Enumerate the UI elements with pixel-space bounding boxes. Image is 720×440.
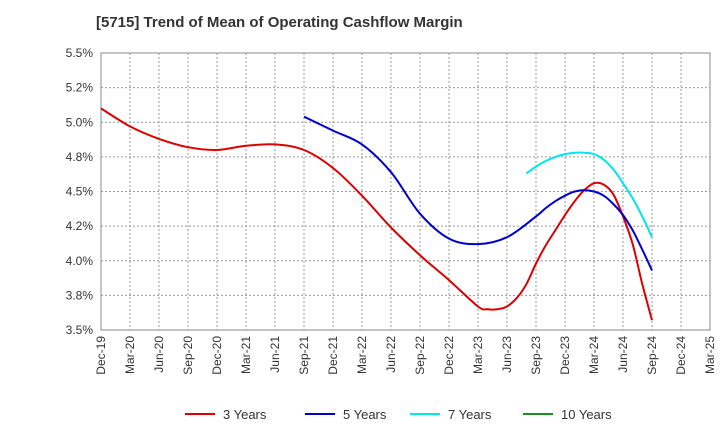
legend-label-7-years: 7 Years <box>448 407 492 422</box>
plot-frame <box>100 52 711 331</box>
legend-label-3-years: 3 Years <box>223 407 267 422</box>
x-tick-label: Mar-24 <box>587 336 601 374</box>
x-tick-label: Dec-22 <box>442 336 456 375</box>
x-tick-label: Jun-22 <box>384 336 398 373</box>
x-tick-label: Dec-23 <box>558 336 572 375</box>
y-tick-label: 4.8% <box>66 150 94 164</box>
legend-label-5-years: 5 Years <box>343 407 387 422</box>
series-line-3-years <box>100 107 653 321</box>
legend-label-10-years: 10 Years <box>561 407 612 422</box>
x-tick-label: Sep-23 <box>529 336 543 375</box>
y-tick-label: 5.2% <box>66 81 94 95</box>
x-tick-label: Sep-21 <box>297 336 311 375</box>
x-tick-label: Dec-19 <box>94 336 108 375</box>
y-tick-label: 3.8% <box>66 288 94 302</box>
series-line-7-years <box>525 151 653 238</box>
x-tick-label: Dec-24 <box>674 336 688 375</box>
y-tick-label: 5.5% <box>66 46 94 60</box>
y-tick-label: 3.5% <box>66 323 94 337</box>
x-axis: Dec-19 Mar-20 Jun-20 Sep-20 Dec-20 Mar-21 Jun-… <box>94 336 717 375</box>
series-line-5-years <box>303 115 653 271</box>
chart-title: [5715] Trend of Mean of Operating Cashfl… <box>96 14 463 31</box>
x-tick-label: Mar-25 <box>703 336 717 374</box>
x-tick-label: Mar-20 <box>123 336 137 374</box>
x-tick-label: Jun-21 <box>268 336 282 373</box>
y-tick-label: 4.0% <box>66 254 94 268</box>
x-tick-label: Sep-20 <box>181 336 195 375</box>
x-tick-label: Mar-23 <box>471 336 485 374</box>
y-tick-label: 4.2% <box>66 219 94 233</box>
x-tick-label: Sep-24 <box>645 336 659 375</box>
x-tick-label: Jun-24 <box>616 336 630 373</box>
x-tick-label: Sep-22 <box>413 336 427 375</box>
y-tick-label: 4.5% <box>66 185 94 199</box>
x-tick-label: Dec-20 <box>210 336 224 375</box>
y-axis: 3.5% 3.8% 4.0% 4.2% 4.5% 4.8% 5.0% 5.2% 5.5% <box>66 46 94 337</box>
x-tick-label: Jun-20 <box>152 336 166 373</box>
series-lines <box>100 107 653 321</box>
y-tick-label: 5.0% <box>66 115 94 129</box>
x-tick-label: Dec-21 <box>326 336 340 375</box>
x-tick-label: Jun-23 <box>500 336 514 373</box>
x-tick-label: Mar-22 <box>355 336 369 374</box>
x-tick-label: Mar-21 <box>239 336 253 374</box>
legend: 3 Years 5 Years 7 Years 10 Years <box>185 407 612 422</box>
